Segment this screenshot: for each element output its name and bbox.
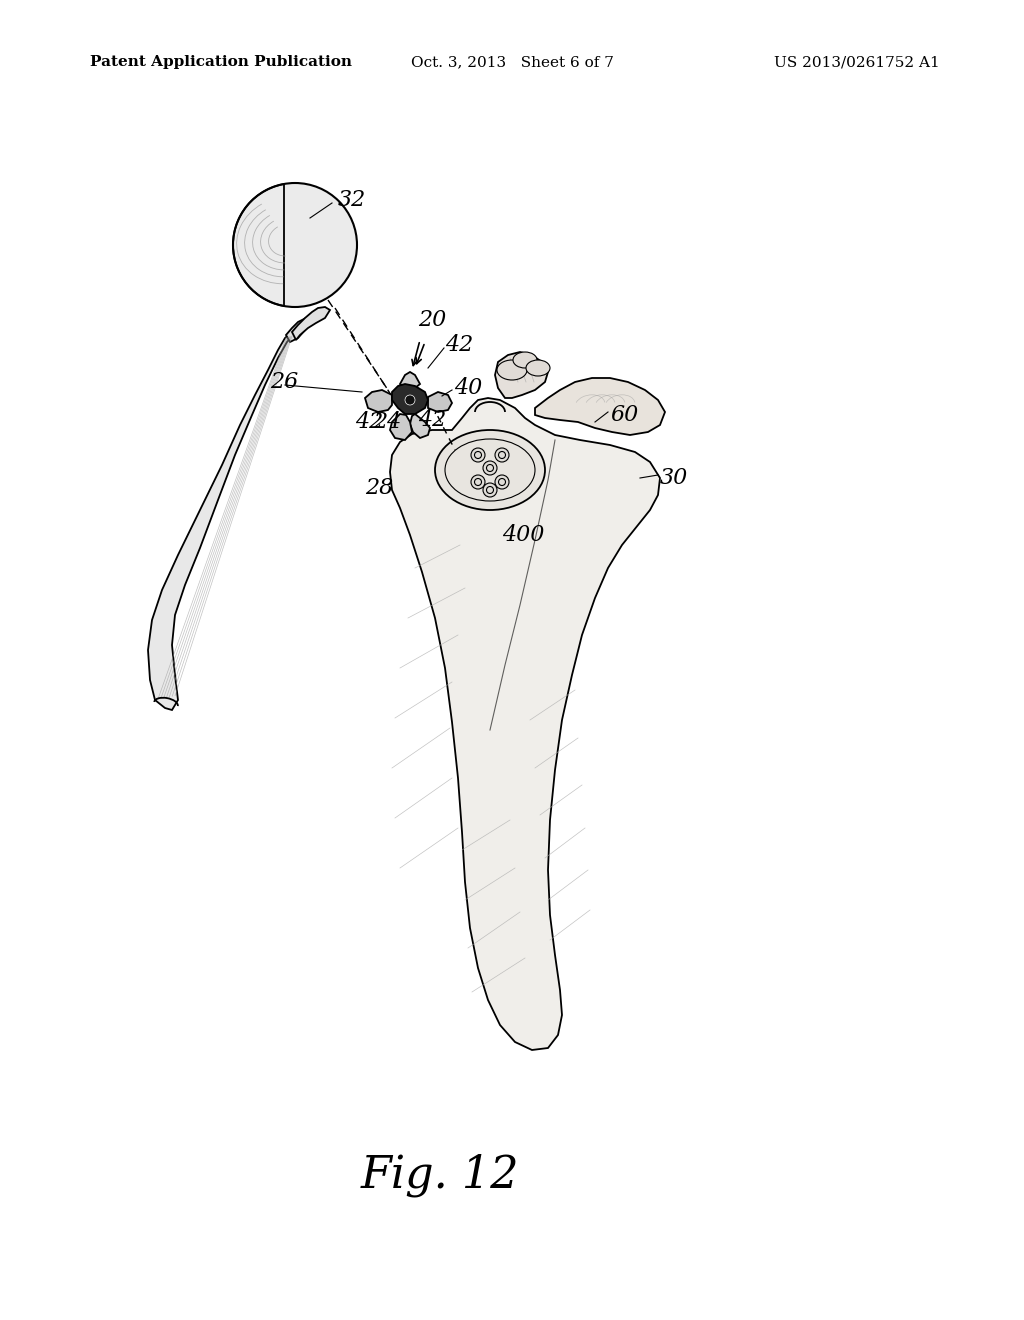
Polygon shape (148, 327, 300, 710)
Ellipse shape (526, 360, 550, 376)
Polygon shape (428, 392, 452, 412)
Text: 32: 32 (338, 189, 367, 211)
Text: 40: 40 (454, 378, 482, 399)
Text: Fig. 12: Fig. 12 (360, 1154, 519, 1197)
Text: Patent Application Publication: Patent Application Publication (90, 55, 352, 69)
Polygon shape (400, 372, 420, 389)
Text: 400: 400 (502, 524, 545, 546)
Polygon shape (390, 414, 412, 440)
Circle shape (483, 483, 497, 498)
Circle shape (233, 183, 357, 308)
Text: 60: 60 (610, 404, 638, 426)
Text: 28: 28 (365, 477, 393, 499)
Polygon shape (390, 399, 660, 1049)
Polygon shape (286, 318, 310, 342)
Text: 42: 42 (445, 334, 473, 356)
Text: 20: 20 (418, 309, 446, 331)
Polygon shape (365, 389, 392, 412)
Text: 26: 26 (270, 371, 298, 393)
Circle shape (471, 447, 485, 462)
Text: 42: 42 (355, 411, 383, 433)
Circle shape (495, 475, 509, 488)
Text: US 2013/0261752 A1: US 2013/0261752 A1 (774, 55, 940, 69)
Text: 24: 24 (373, 411, 401, 433)
Text: 42: 42 (418, 409, 446, 432)
Polygon shape (535, 378, 665, 436)
Circle shape (483, 461, 497, 475)
Ellipse shape (497, 360, 527, 380)
Text: Oct. 3, 2013   Sheet 6 of 7: Oct. 3, 2013 Sheet 6 of 7 (411, 55, 613, 69)
Polygon shape (392, 384, 428, 414)
Ellipse shape (513, 352, 537, 368)
Polygon shape (292, 308, 330, 341)
Circle shape (406, 395, 415, 405)
Ellipse shape (435, 430, 545, 510)
Circle shape (471, 475, 485, 488)
Polygon shape (495, 352, 548, 399)
Polygon shape (410, 414, 430, 438)
Text: 30: 30 (660, 467, 688, 488)
Circle shape (495, 447, 509, 462)
